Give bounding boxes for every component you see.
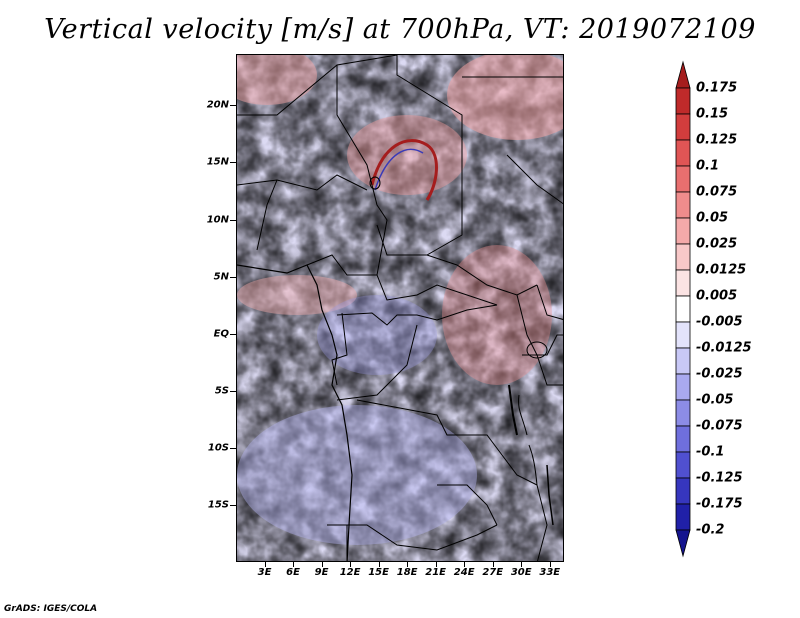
red-zone-east (442, 245, 552, 385)
lat-tick-label: 10S (207, 442, 229, 454)
country-borders (237, 55, 563, 561)
colorbar-segment (675, 87, 691, 115)
colorbar-segment (675, 529, 691, 558)
colorbar-segment (675, 243, 691, 271)
colorbar-segment (675, 295, 691, 323)
map-panel (236, 54, 564, 562)
colorbar-label: -0.175 (696, 496, 743, 512)
colorbar-label: -0.075 (696, 418, 743, 434)
vertical-velocity-field (237, 55, 563, 561)
colorbar-segment (675, 451, 691, 479)
colorbar-label: 0.05 (696, 210, 729, 226)
colorbar-label: 0.15 (696, 106, 729, 122)
colorbar-label: -0.05 (696, 392, 734, 408)
colorbar-label: -0.0125 (696, 340, 752, 356)
lon-tick-mark (464, 562, 466, 567)
lat-tick-label: 5N (213, 271, 229, 283)
colorbar-label: -0.025 (696, 366, 743, 382)
colorbar-segment (675, 113, 691, 141)
chart-title: Vertical velocity [m/s] at 700hPa, VT: 2… (44, 14, 756, 45)
lon-tick-mark (321, 562, 323, 567)
colorbar-label: -0.125 (696, 470, 743, 486)
lat-tick-mark (230, 333, 236, 335)
lake-tanganyika (508, 384, 518, 436)
lat-tick-mark (230, 390, 236, 392)
lon-tick-mark (435, 562, 437, 567)
lon-tick-label: 27E (482, 567, 504, 578)
blue-zone-south (237, 405, 477, 545)
colorbar-segment (675, 321, 691, 349)
lon-tick-label: 30E (510, 567, 532, 578)
lake-victoria (526, 341, 548, 359)
colorbar-label: -0.2 (696, 522, 725, 538)
lon-tick-label: 6E (286, 567, 300, 578)
lon-tick-label: 3E (257, 567, 272, 578)
colorbar-segment (675, 503, 691, 531)
colorbar-segment (675, 399, 691, 427)
red-zone-north (447, 55, 563, 140)
lat-tick-mark (230, 219, 236, 221)
lake-chad (369, 176, 381, 190)
lake-malawi (546, 464, 554, 526)
colorbar-label: 0.025 (696, 236, 738, 252)
lon-tick-label: 12E (339, 567, 361, 578)
lon-tick-label: 9E (314, 567, 329, 578)
colorbar-segment (675, 477, 691, 505)
lon-tick-label: 18E (396, 567, 418, 578)
lon-tick-label: 15E (368, 567, 389, 578)
colorbar-segment (675, 139, 691, 167)
colorbar-segment (675, 60, 691, 89)
colorbar-segment (675, 425, 691, 453)
lon-tick-label: 33E (539, 567, 561, 578)
colorbar-segment (675, 373, 691, 401)
lat-tick-label: 10N (206, 214, 229, 226)
colorbar-segment (675, 269, 691, 297)
lat-tick-label: 15S (207, 499, 229, 511)
coastline (237, 264, 353, 561)
colorbar-label: 0.0125 (696, 262, 747, 278)
colorbar-label: 0.175 (696, 80, 738, 96)
lon-tick-mark (521, 562, 523, 567)
colorbar-label: 0.005 (696, 288, 738, 304)
strong-arc (370, 139, 438, 201)
colorbar-label: -0.1 (696, 444, 725, 460)
colorbar-segment (675, 165, 691, 193)
lat-tick-mark (230, 447, 236, 449)
red-zone-gulf (237, 275, 357, 315)
lon-tick-mark (492, 562, 494, 567)
lon-tick-label: 21E (425, 567, 447, 578)
lat-tick-mark (230, 162, 236, 164)
colorbar-segment (675, 191, 691, 219)
colorbar-label: 0.1 (696, 158, 720, 174)
blue-zone-center (317, 295, 437, 375)
colorbar-label: -0.005 (696, 314, 743, 330)
red-zone-sahel (347, 115, 467, 195)
credit-text: GrADS: IGES/COLA (4, 604, 98, 614)
red-zone-nw (237, 55, 317, 105)
lon-tick-mark (293, 562, 295, 567)
colorbar-label: 0.075 (696, 184, 738, 200)
lon-tick-mark (407, 562, 409, 567)
lat-tick-label: 15N (206, 156, 229, 168)
lat-tick-mark (230, 105, 236, 107)
lon-tick-mark (264, 562, 266, 567)
lat-tick-mark (230, 276, 236, 278)
lat-tick-label: 5S (214, 385, 229, 397)
colorbar-segment (675, 217, 691, 245)
lat-tick-label: 20N (206, 99, 229, 111)
lat-tick-label: EQ (213, 328, 229, 340)
lat-tick-mark (230, 504, 236, 506)
lon-tick-mark (549, 562, 551, 567)
lon-tick-label: 24E (453, 567, 475, 578)
colorbar-label: 0.125 (696, 132, 738, 148)
colorbar-segment (675, 347, 691, 375)
lon-tick-mark (350, 562, 352, 567)
lon-tick-mark (378, 562, 380, 567)
